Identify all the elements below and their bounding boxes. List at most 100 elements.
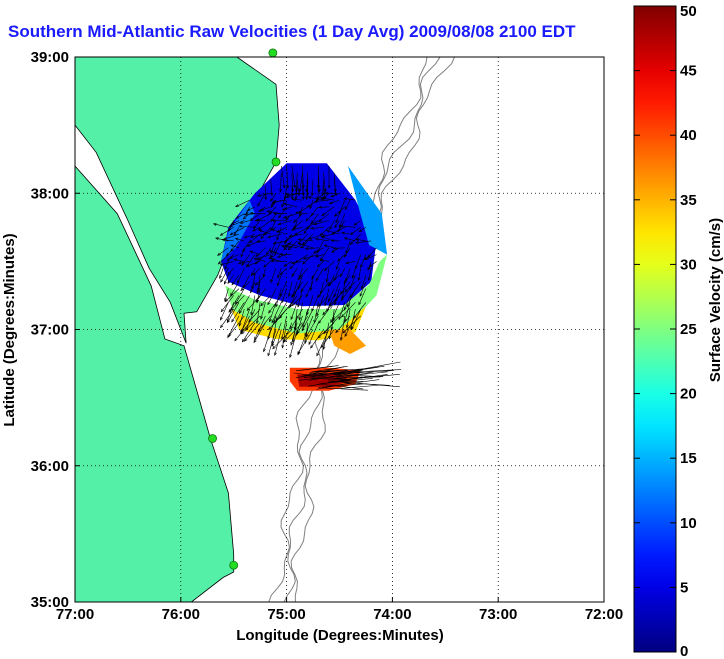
velocity-arrowhead xyxy=(294,232,298,236)
velocity-arrow xyxy=(292,220,303,230)
velocity-arrowhead xyxy=(293,326,297,331)
velocity-arrowhead xyxy=(253,257,258,261)
velocity-arrow xyxy=(281,165,285,188)
velocity-arrowhead xyxy=(248,239,253,244)
velocity-arrowhead xyxy=(334,213,338,217)
velocity-arrow xyxy=(316,370,363,374)
velocity-arrowhead xyxy=(319,196,324,200)
velocity-arrowhead xyxy=(224,298,229,303)
velocity-arrowhead xyxy=(294,259,299,263)
velocity-arrow xyxy=(326,268,330,282)
velocity-arrowhead xyxy=(334,192,338,197)
velocity-arrow xyxy=(271,322,277,345)
velocity-arrow xyxy=(220,268,229,283)
velocity-arrowhead xyxy=(252,228,256,232)
velocity-arrowhead xyxy=(256,290,260,295)
velocity-arrowhead xyxy=(241,338,245,343)
velocity-arrowhead xyxy=(251,272,254,277)
velocity-arrowhead xyxy=(296,330,300,335)
velocity-arrowhead xyxy=(217,252,221,256)
velocity-arrow xyxy=(333,268,340,281)
velocity-arrowhead xyxy=(250,289,253,294)
velocity-arrow xyxy=(274,329,282,356)
velocity-arrow xyxy=(237,268,245,283)
velocity-arrowhead xyxy=(279,271,284,276)
velocity-arrowhead xyxy=(305,333,309,338)
velocity-arrow xyxy=(304,322,309,344)
velocity-arrowhead xyxy=(345,250,349,254)
velocity-arrow xyxy=(344,295,351,311)
velocity-arrowhead xyxy=(329,226,333,230)
velocity-arrow xyxy=(304,315,314,336)
velocity-arrowhead xyxy=(333,293,337,298)
velocity-arrowhead xyxy=(344,288,348,293)
velocity-arrow xyxy=(223,233,240,240)
velocity-arrow xyxy=(333,172,336,192)
colorbar-tick-label: 5 xyxy=(680,579,688,596)
velocity-arrowhead xyxy=(344,206,348,211)
velocity-arrow xyxy=(344,237,356,242)
velocity-arrowhead xyxy=(301,196,305,201)
velocity-arrowhead xyxy=(249,250,254,254)
velocity-arrow xyxy=(291,186,293,200)
velocity-patch xyxy=(348,166,388,255)
velocity-arrowhead xyxy=(367,267,371,271)
velocity-arrowhead xyxy=(335,266,339,270)
velocity-arrow xyxy=(257,193,266,207)
velocity-arrow xyxy=(320,197,335,201)
velocity-arrow xyxy=(292,199,303,201)
velocity-arrowhead xyxy=(234,237,239,241)
velocity-arrowhead xyxy=(267,301,271,306)
velocity-arrowhead xyxy=(281,299,285,304)
velocity-arrow xyxy=(334,220,340,228)
velocity-arrow xyxy=(318,281,330,298)
velocity-arrow xyxy=(297,233,309,245)
velocity-arrow xyxy=(340,268,346,277)
velocity-arrowhead xyxy=(319,232,324,237)
velocity-arrowhead xyxy=(251,286,255,290)
velocity-arrow xyxy=(260,295,271,307)
velocity-arrowhead xyxy=(270,218,274,223)
velocity-arrowhead xyxy=(242,284,246,289)
velocity-arrowhead xyxy=(302,241,306,246)
velocity-arrowhead xyxy=(246,243,251,247)
velocity-arrowhead xyxy=(253,339,257,344)
colorbar-tick-label: 35 xyxy=(680,192,697,209)
site-markers xyxy=(208,48,281,570)
velocity-arrowhead xyxy=(270,279,274,284)
velocity-arrow xyxy=(230,240,240,252)
velocity-arrow xyxy=(282,322,293,344)
velocity-arrowhead xyxy=(249,211,254,215)
velocity-arrowhead xyxy=(270,198,274,202)
velocity-arrow xyxy=(322,179,324,196)
velocity-arrow xyxy=(319,383,364,390)
velocity-arrow xyxy=(350,309,356,330)
velocity-arrowhead xyxy=(349,285,353,290)
velocity-patch xyxy=(225,254,388,337)
velocity-arrow xyxy=(236,213,245,219)
velocity-arrow xyxy=(291,295,303,306)
velocity-arrowhead xyxy=(282,215,287,219)
velocity-arrow xyxy=(227,274,234,284)
velocity-arrow xyxy=(351,308,361,330)
velocity-arrow xyxy=(308,371,360,381)
velocity-arrowhead xyxy=(255,320,259,325)
velocity-arrowhead xyxy=(254,261,259,265)
velocity-arrowhead xyxy=(337,228,341,233)
velocity-arrowhead xyxy=(215,237,219,241)
velocity-arrowhead xyxy=(317,294,321,298)
velocity-arrowhead xyxy=(308,236,312,240)
velocity-arrowhead xyxy=(266,251,270,256)
velocity-arrow xyxy=(337,254,346,262)
velocity-arrow xyxy=(341,381,400,388)
velocity-arrow xyxy=(244,233,256,239)
velocity-arrowhead xyxy=(360,285,364,290)
velocity-arrowhead xyxy=(269,318,272,323)
velocity-arrowhead xyxy=(300,288,304,293)
velocity-arrow xyxy=(259,229,271,235)
velocity-arrowhead xyxy=(303,230,307,235)
velocity-arrowhead xyxy=(219,262,224,266)
colorbar-tick-label: 20 xyxy=(680,386,697,403)
y-tick-label: 38:00 xyxy=(31,185,69,202)
x-tick-label: 72:00 xyxy=(585,606,623,623)
